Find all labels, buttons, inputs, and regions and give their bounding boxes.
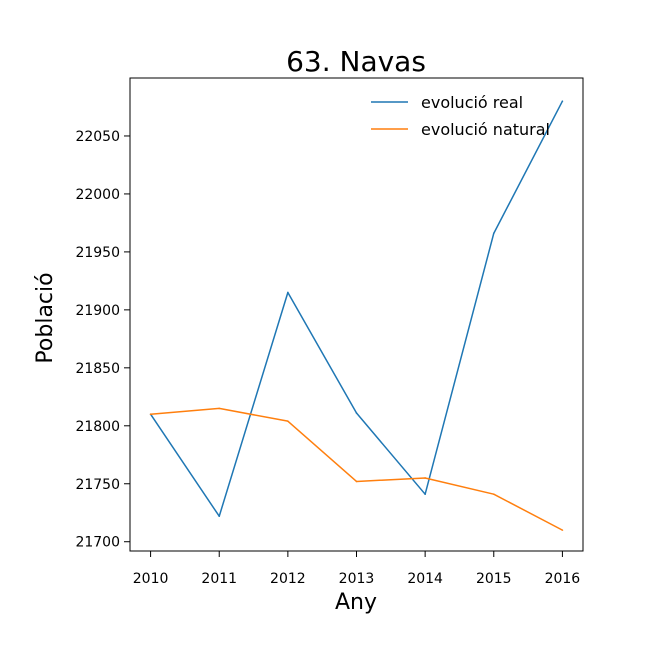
x-tick-label: 2010 xyxy=(133,571,169,587)
y-tick-label: 22000 xyxy=(75,187,120,203)
legend: evolució real evolució natural xyxy=(371,93,550,139)
plot-frame xyxy=(129,77,584,552)
x-tick-label: 2014 xyxy=(407,571,443,587)
data-point-evoluci-real xyxy=(492,232,495,235)
data-point-evoluci-natural xyxy=(355,480,358,483)
legend-label-evoluci-real: evolució real xyxy=(421,93,523,112)
series-line-evoluci-natural xyxy=(150,407,563,531)
data-point-evoluci-natural xyxy=(492,493,495,495)
data-point-evoluci-natural xyxy=(287,420,289,422)
x-tick-label: 2013 xyxy=(339,571,375,587)
chart-title: 63. Navas xyxy=(286,45,426,78)
y-tick-label: 21800 xyxy=(75,419,120,435)
legend-label-evoluci-natural: evolució natural xyxy=(421,120,550,139)
data-point-evoluci-real xyxy=(218,515,221,518)
y-tick-label: 21750 xyxy=(75,477,120,493)
data-point-evoluci-natural xyxy=(218,407,221,410)
x-tick-label: 2012 xyxy=(270,571,306,587)
x-tick-label: 2015 xyxy=(476,571,512,587)
plot-area: 2010 2011 2012 2013 2014 2015 2016 21700 21750 21… xyxy=(75,77,584,587)
y-tick-label: 21900 xyxy=(75,303,120,319)
y-tick-label: 21850 xyxy=(75,361,120,377)
x-axis-label: Any xyxy=(335,590,377,615)
y-tick-label: 21700 xyxy=(75,535,120,551)
y-tick-label: 21950 xyxy=(75,245,120,261)
series-line-evoluci-real xyxy=(149,100,564,517)
x-tick-label: 2016 xyxy=(545,571,581,587)
y-tick-label: 22050 xyxy=(75,129,120,145)
data-point-evoluci-natural xyxy=(424,477,426,479)
data-point-evoluci-natural xyxy=(149,413,152,416)
data-point-evoluci-real xyxy=(355,412,358,414)
data-point-evoluci-real xyxy=(424,493,426,495)
data-point-evoluci-real xyxy=(561,100,564,102)
x-tick-label: 2011 xyxy=(201,571,237,587)
y-axis-label: Població xyxy=(33,272,58,363)
data-point-evoluci-natural xyxy=(561,529,564,531)
data-point-evoluci-real xyxy=(287,291,289,294)
